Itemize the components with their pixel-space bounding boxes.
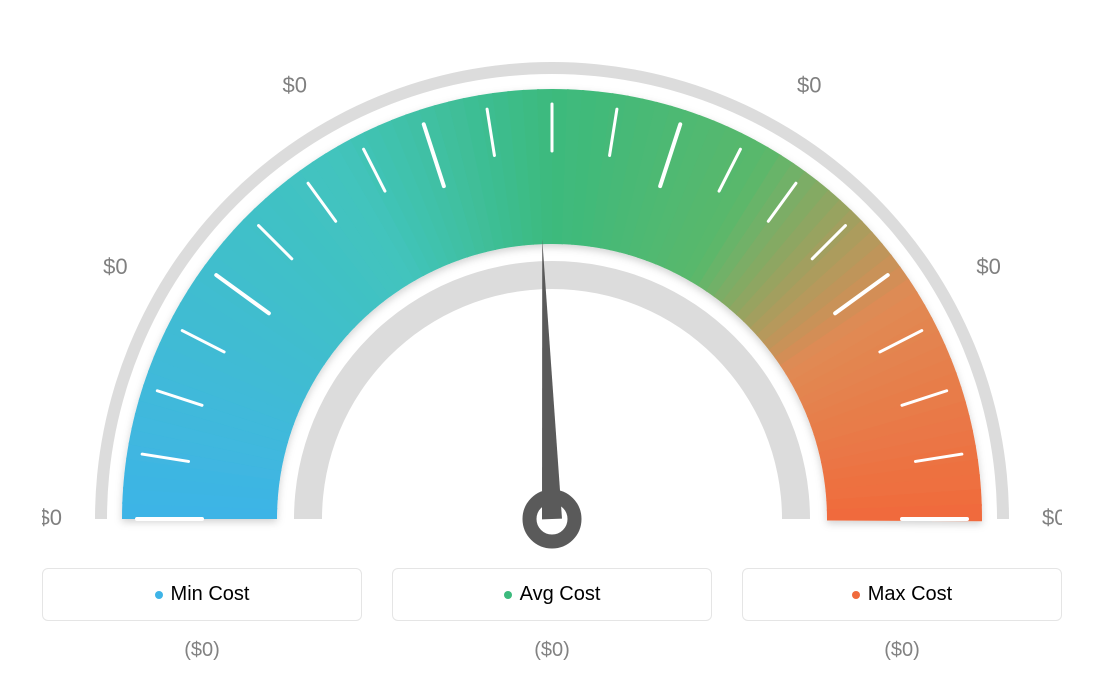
legend: Min Cost ($0) Avg Cost ($0) Max Cost ($0…: [42, 568, 1062, 662]
legend-box-max: Max Cost: [742, 568, 1062, 621]
gauge-chart: $0 $0 $0 $0 $0 $0 $0: [42, 28, 1062, 558]
legend-label-min: Min Cost: [171, 583, 250, 606]
legend-value-min: ($0): [42, 639, 362, 662]
legend-item-max: Max Cost ($0): [742, 568, 1062, 662]
svg-text:$0: $0: [283, 73, 307, 98]
legend-dot-min: [155, 591, 163, 599]
legend-value-avg: ($0): [392, 639, 712, 662]
legend-value-max: ($0): [742, 639, 1062, 662]
svg-text:$0: $0: [797, 73, 821, 98]
legend-label-avg: Avg Cost: [520, 583, 601, 606]
svg-text:$0: $0: [976, 254, 1000, 279]
svg-text:$0: $0: [1042, 505, 1062, 530]
legend-box-min: Min Cost: [42, 568, 362, 621]
svg-text:$0: $0: [540, 28, 564, 30]
legend-item-avg: Avg Cost ($0): [392, 568, 712, 662]
legend-dot-avg: [504, 591, 512, 599]
legend-dot-max: [852, 591, 860, 599]
svg-text:$0: $0: [103, 254, 127, 279]
svg-text:$0: $0: [42, 505, 62, 530]
legend-item-min: Min Cost ($0): [42, 568, 362, 662]
gauge-svg: $0 $0 $0 $0 $0 $0 $0: [42, 28, 1062, 558]
legend-label-max: Max Cost: [868, 583, 952, 606]
legend-box-avg: Avg Cost: [392, 568, 712, 621]
